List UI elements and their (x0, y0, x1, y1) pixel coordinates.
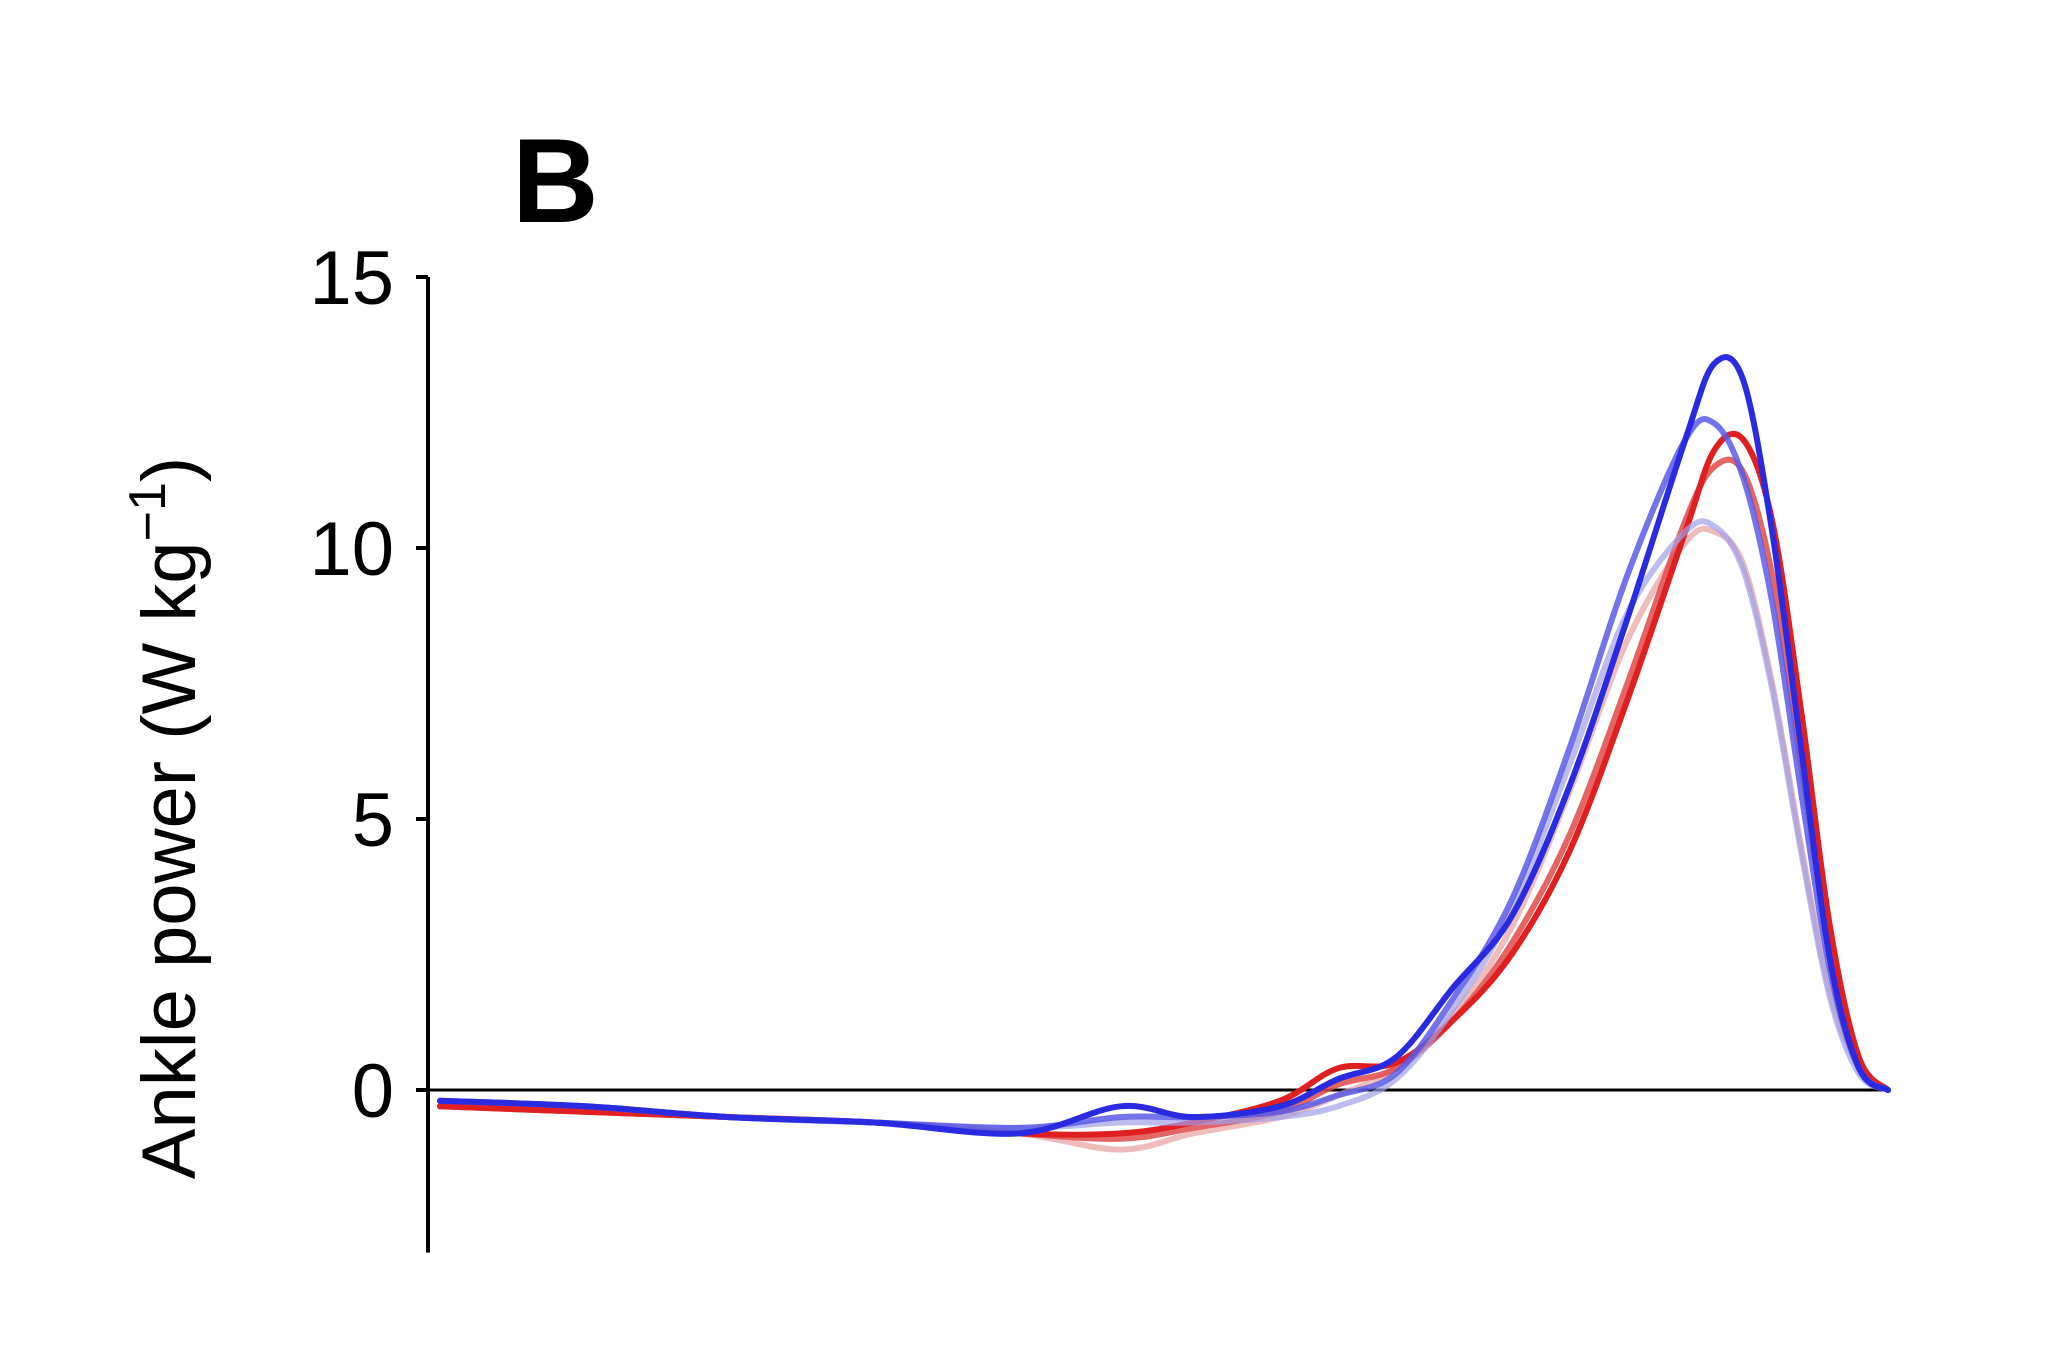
y-tick-label: 0 (352, 1049, 394, 1134)
y-tick-label: 5 (352, 778, 394, 863)
y-tick-label: 10 (309, 507, 394, 592)
series-line-4 (437, 518, 1891, 1131)
y-axis-title-close: ) (127, 457, 212, 482)
series-line-2 (437, 456, 1891, 1142)
axes (416, 275, 1888, 1253)
series-lines (437, 354, 1891, 1153)
y-axis-title-main: Ankle power (W kg (127, 541, 212, 1179)
y-axis-title-superscript: −1 (119, 482, 177, 541)
series-line-6 (437, 354, 1891, 1137)
series-line-5 (437, 416, 1891, 1132)
series-line-3 (437, 430, 1891, 1138)
series-line-1 (437, 525, 1891, 1153)
y-axis-title: Ankle power (W kg−1) (119, 457, 212, 1179)
y-tick-label: 15 (309, 236, 394, 321)
y-tick-labels: 15 10 5 0 (309, 236, 394, 1134)
panel-label: B (512, 114, 599, 248)
